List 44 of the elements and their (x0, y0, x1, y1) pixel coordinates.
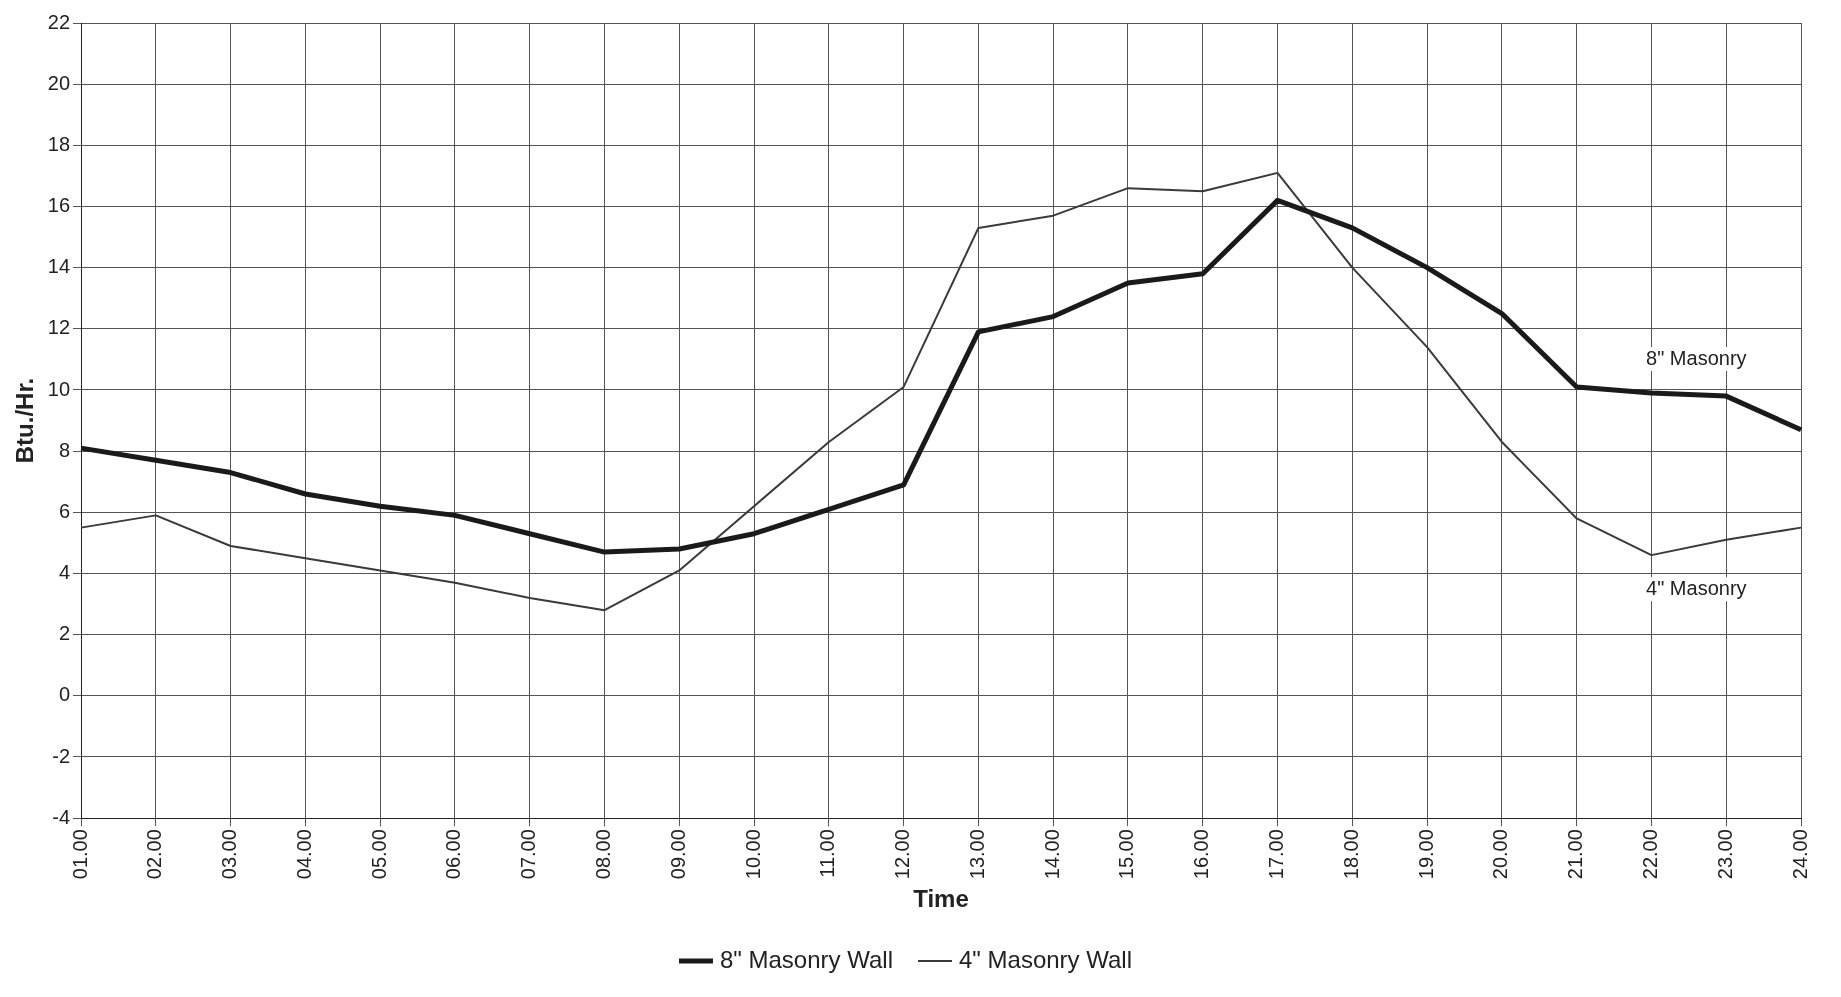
x-tick-label: 14.00 (1040, 829, 1063, 880)
y-tick-label: 10 (47, 377, 71, 400)
y-tick-label: 22 (47, 10, 71, 33)
x-tick-label: 07.00 (517, 829, 540, 880)
y-tick-label: 2 (58, 622, 71, 645)
x-tick-label: 01.00 (68, 829, 91, 880)
x-tick-label: 19.00 (1414, 829, 1437, 880)
y-tick-label: -4 (52, 805, 71, 828)
x-tick-label: 18.00 (1339, 829, 1362, 880)
x-tick-label: 24.00 (1788, 829, 1811, 880)
x-tick-label: 11.00 (816, 829, 839, 878)
x-tick-label: 22.00 (1638, 829, 1661, 880)
y-tick-label: 0 (58, 683, 71, 706)
y-tick-label: 4 (58, 561, 71, 583)
legend-label: 8" Masonry Wall (720, 945, 894, 973)
x-axis-title: Time (913, 885, 969, 913)
x-tick-label: 06.00 (442, 829, 465, 880)
x-tick-label: 09.00 (666, 829, 689, 880)
x-tick-label: 13.00 (965, 829, 988, 880)
x-tick-label: 20.00 (1489, 829, 1512, 880)
y-tick-label: 16 (47, 194, 71, 217)
x-tick-label: 08.00 (592, 829, 615, 880)
x-tick-label: 02.00 (143, 829, 166, 880)
x-tick-label: 03.00 (218, 829, 241, 880)
x-tick-label: 04.00 (292, 829, 315, 880)
x-tick-label: 21.00 (1564, 829, 1587, 880)
x-tick-label: 17.00 (1265, 829, 1288, 880)
annotation: 8" Masonry (1646, 346, 1747, 369)
y-tick-label: 18 (47, 132, 71, 155)
x-tick-label: 05.00 (367, 829, 390, 880)
y-tick-label: 14 (47, 255, 71, 278)
legend-label: 4" Masonry Wall (959, 945, 1133, 973)
x-tick-label: 10.00 (741, 829, 764, 880)
x-tick-label: 15.00 (1115, 829, 1138, 880)
x-tick-label: 23.00 (1713, 829, 1736, 880)
y-axis-title: Btu./Hr. (11, 377, 39, 464)
x-tick-label: 16.00 (1190, 829, 1213, 880)
y-tick-label: 12 (47, 316, 71, 339)
annotation: 4" Masonry (1646, 576, 1747, 599)
y-tick-label: -2 (52, 744, 71, 767)
y-tick-label: 6 (58, 499, 71, 522)
x-tick-label: 12.00 (891, 829, 914, 880)
y-tick-label: 20 (47, 71, 71, 94)
y-tick-label: 8 (58, 438, 71, 461)
